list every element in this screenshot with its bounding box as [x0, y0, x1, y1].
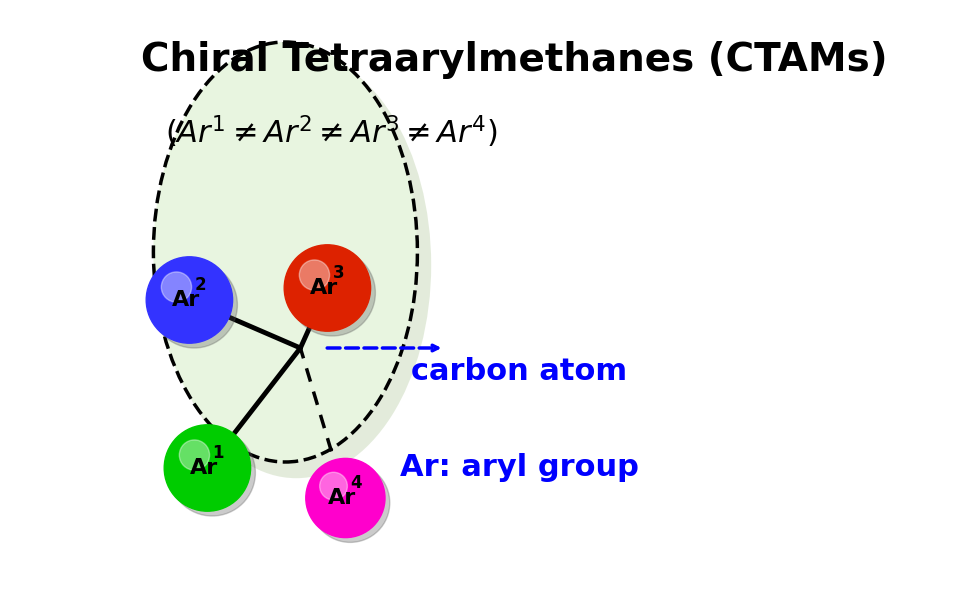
Ellipse shape	[161, 52, 431, 478]
Circle shape	[284, 245, 371, 331]
Circle shape	[320, 472, 348, 500]
Circle shape	[289, 250, 375, 336]
Text: 3: 3	[332, 264, 344, 282]
Text: Ar: Ar	[328, 488, 356, 508]
Circle shape	[146, 257, 232, 343]
Ellipse shape	[154, 42, 418, 462]
Circle shape	[161, 272, 192, 302]
Circle shape	[151, 262, 237, 348]
Circle shape	[306, 458, 385, 538]
Text: Ar: aryl group: Ar: aryl group	[400, 454, 638, 482]
Text: carbon atom: carbon atom	[411, 358, 628, 386]
Text: Ar: Ar	[190, 458, 219, 478]
Text: $(Ar^1 \neq Ar^2 \neq Ar^3 \neq Ar^4)$: $(Ar^1 \neq Ar^2 \neq Ar^3 \neq Ar^4)$	[165, 114, 498, 150]
Circle shape	[311, 463, 390, 542]
Circle shape	[164, 425, 251, 511]
Circle shape	[169, 430, 255, 516]
Circle shape	[300, 260, 329, 290]
Text: Chiral Tetraarylmethanes (CTAMs): Chiral Tetraarylmethanes (CTAMs)	[141, 41, 888, 79]
Text: 4: 4	[350, 474, 362, 492]
Text: Ar: Ar	[310, 278, 339, 298]
Text: Ar: Ar	[172, 290, 201, 310]
Circle shape	[180, 440, 209, 470]
Text: 1: 1	[212, 444, 224, 462]
Text: 2: 2	[194, 276, 206, 294]
